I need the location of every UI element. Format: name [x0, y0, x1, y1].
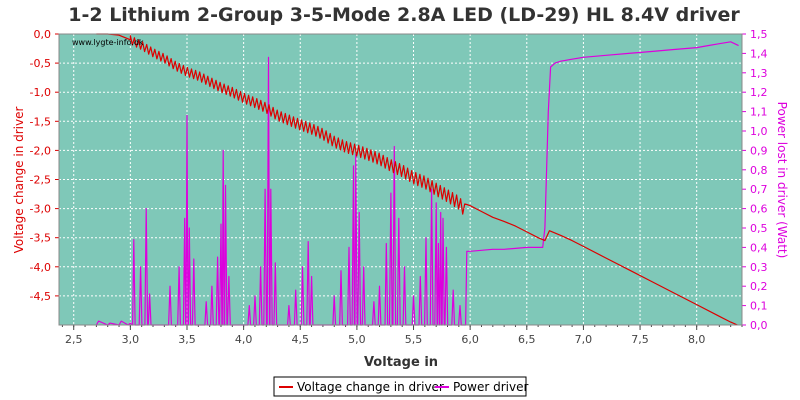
- x-tick-label: 4,5: [292, 333, 310, 346]
- x-tick-label: 7,5: [631, 333, 649, 346]
- y-tick-label: -2,5: [30, 174, 51, 187]
- x-axis-label: Voltage in: [364, 355, 438, 370]
- y2-tick-label: 0,7: [750, 183, 768, 196]
- y2-axis-ticks: 0,0 0,1 0,2 0,3 0,4 0,5 0,6 0,7 0,8 0,9 1,0 1,1 1,2 1…: [741, 28, 768, 332]
- x-tick-label: 3,0: [122, 333, 140, 346]
- x-tick-label: 7,0: [575, 333, 593, 346]
- y2-tick-label: 0,2: [750, 280, 768, 293]
- y2-tick-label: 0,9: [750, 144, 768, 157]
- y-tick-label: -3,5: [30, 232, 51, 245]
- legend-label-power: Power driver: [453, 380, 528, 394]
- watermark-text: www.lygte-info.dk: [72, 38, 144, 47]
- y-tick-label: -1,0: [30, 86, 51, 99]
- y-tick-label: -3,0: [30, 203, 51, 216]
- y2-tick-label: 0,6: [750, 203, 768, 216]
- y2-tick-label: 1,1: [750, 106, 768, 119]
- x-tick-label: 8,0: [688, 333, 706, 346]
- x-tick-label: 2,5: [65, 333, 83, 346]
- y-tick-label: -0,5: [30, 57, 51, 70]
- x-tick-label: 3,5: [178, 333, 196, 346]
- legend-label-voltage: Voltage change in driver: [297, 380, 444, 394]
- series-line-voltage: [96, 33, 738, 326]
- y2-tick-label: 1,5: [750, 28, 768, 41]
- y2-axis-label: Power lost in driver (Watt): [775, 102, 789, 259]
- y-axis-label: Voltage change in driver: [12, 107, 26, 254]
- y2-tick-label: 1,4: [750, 47, 768, 60]
- x-tick-label: 5,0: [348, 333, 366, 346]
- y-tick-label: -4,0: [30, 261, 51, 274]
- x-tick-label: 5,5: [405, 333, 423, 346]
- x-tick-label: 4,0: [235, 333, 253, 346]
- y2-tick-label: 0,4: [750, 241, 768, 254]
- y2-tick-label: 0,1: [750, 300, 768, 313]
- y-axis-ticks: 0,0 -0,5 -1,0 -1,5 -2,0 -2,5 -3,0 -3,5 -4,0 -4,5: [30, 28, 60, 325]
- x-tick-label: 6,0: [461, 333, 479, 346]
- y-tick-label: 0,0: [34, 28, 52, 41]
- y2-tick-label: 0,5: [750, 222, 768, 235]
- y2-tick-label: 1,3: [750, 67, 768, 80]
- legend-box: [273, 376, 527, 397]
- y-tick-label: -1,5: [30, 115, 51, 128]
- y-tick-label: -4,5: [30, 290, 51, 303]
- y2-tick-label: 1,2: [750, 86, 768, 99]
- y-tick-label: -2,0: [30, 144, 51, 157]
- plot-frame: [58, 33, 743, 326]
- y2-tick-label: 1,0: [750, 125, 768, 138]
- y2-tick-label: 0,3: [750, 261, 768, 274]
- y2-tick-label: 0,8: [750, 164, 768, 177]
- legend: Voltage change in driver Power driver: [273, 376, 528, 397]
- x-tick-label: 6,5: [518, 333, 536, 346]
- x-axis-ticks: 2,5 3,0 3,5 4,0 4,5 5,0 5,5 6,0 6,5 7,0 7,5 8,0: [59, 324, 743, 346]
- chart-title: 1-2 Lithium 2-Group 3-5-Mode 2.8A LED (L…: [68, 4, 740, 26]
- y2-tick-label: 0,0: [750, 319, 768, 332]
